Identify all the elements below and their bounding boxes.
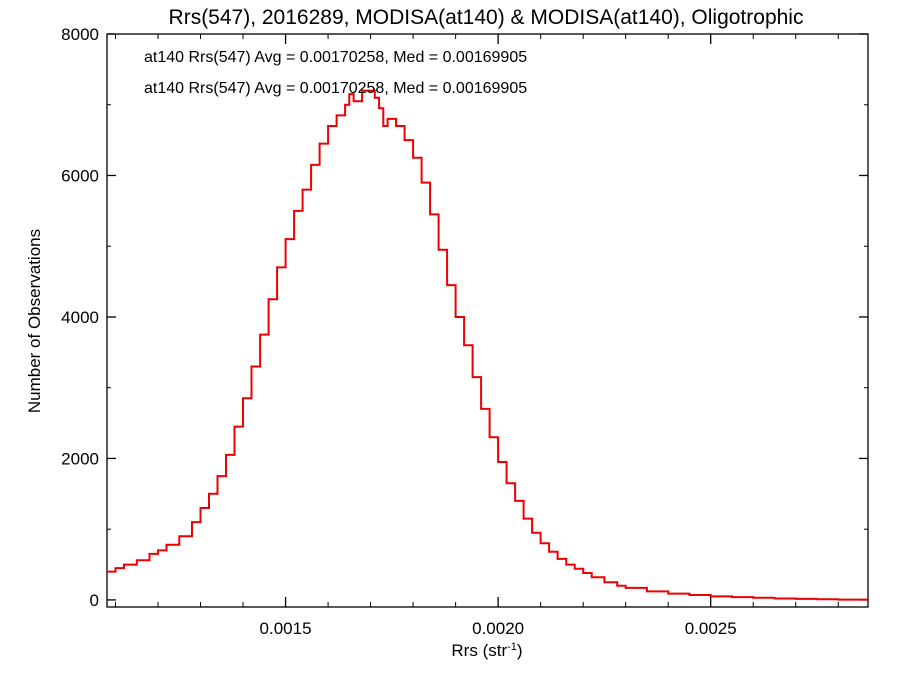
y-tick-label: 4000	[61, 308, 99, 327]
x-axis-label-base: Rrs (str	[451, 641, 507, 660]
y-tick-label: 6000	[61, 166, 99, 185]
histogram-series-line-0	[107, 89, 869, 601]
plot-frame	[106, 33, 869, 608]
chart-title: Rrs(547), 2016289, MODISA(at140) & MODIS…	[169, 6, 804, 29]
annotation-black-stats: at140 Rrs(547) Avg = 0.00170258, Med = 0…	[144, 49, 527, 66]
x-tick-label: 0.0025	[685, 619, 737, 638]
x-axis-label-exponent: -1	[507, 641, 517, 653]
x-tick-label: 0.0020	[472, 619, 524, 638]
annotation-red-stats: at140 Rrs(547) Avg = 0.00170258, Med = 0…	[144, 80, 527, 97]
y-tick-label: 8000	[61, 25, 99, 44]
y-tick-label: 2000	[61, 449, 99, 468]
x-tick-label: 0.0015	[260, 619, 312, 638]
x-axis-label-close: )	[517, 641, 523, 660]
x-axis-label: Rrs (str-1)	[451, 641, 522, 660]
series-layer	[107, 89, 869, 601]
y-axis-label: Number of Observations	[25, 229, 44, 413]
y-tick-label: 0	[90, 591, 99, 610]
axes: 0 2000 4000 6000 8000 0.0015 0.0020 0.0025	[61, 25, 869, 638]
